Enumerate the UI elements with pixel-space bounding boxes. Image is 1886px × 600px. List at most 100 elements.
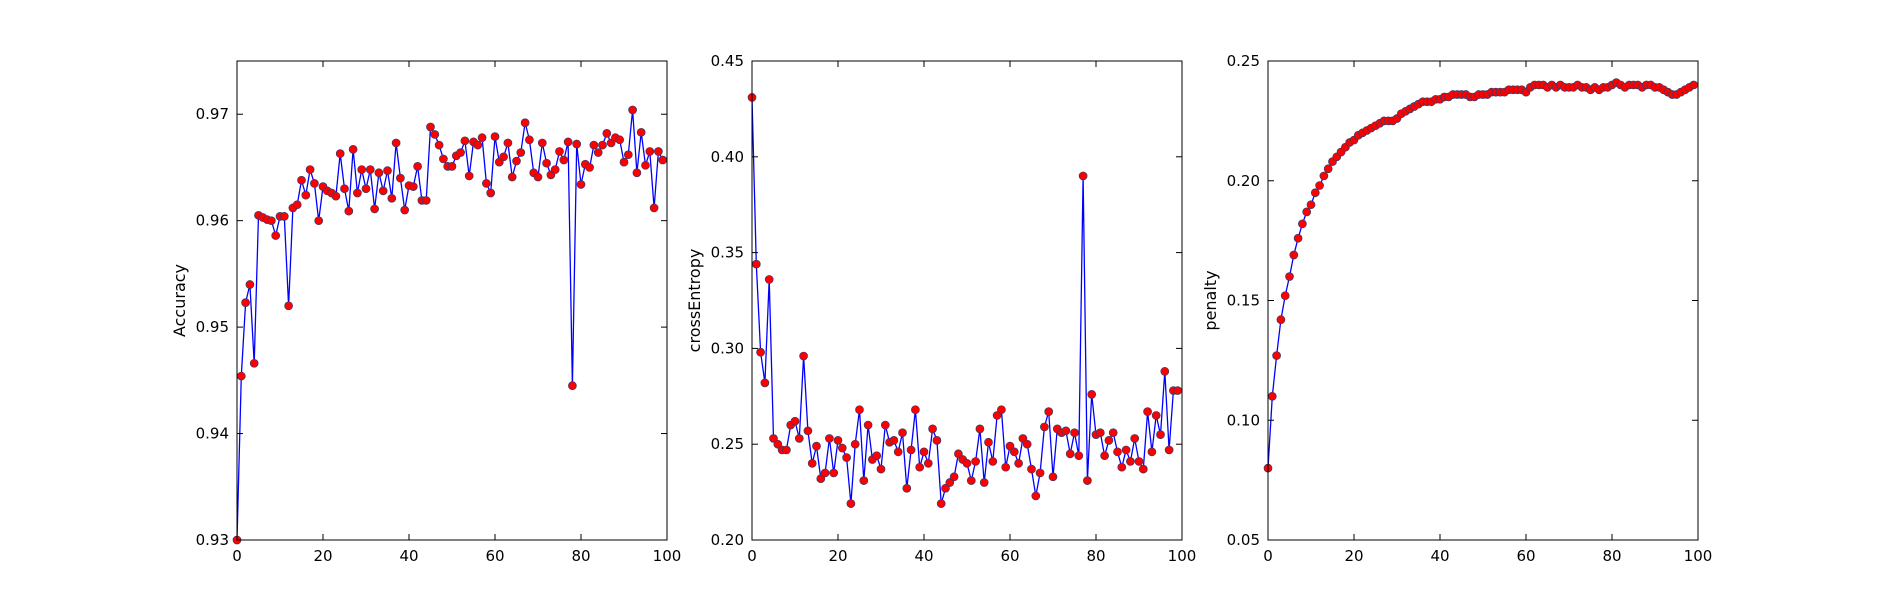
data-point	[353, 188, 362, 198]
x-tick-label: 40	[1430, 547, 1449, 565]
data-point	[1061, 426, 1071, 436]
x-tick-label: 40	[399, 547, 418, 565]
data-point	[305, 165, 315, 174]
data-point	[533, 172, 543, 182]
data-point	[751, 259, 761, 269]
x-tick-label: 20	[1344, 547, 1363, 565]
data-point	[408, 182, 418, 191]
data-point	[1031, 491, 1041, 501]
data-point	[378, 186, 388, 196]
data-point	[932, 436, 942, 445]
data-point	[799, 351, 808, 361]
x-tick-label: 100	[1168, 547, 1197, 565]
data-point	[292, 200, 302, 210]
y-tick-label: 0.25	[1227, 52, 1260, 70]
data-point	[460, 136, 470, 146]
data-point	[396, 173, 405, 183]
x-tick-label: 80	[571, 547, 590, 565]
data-point	[477, 133, 487, 142]
data-point	[966, 476, 976, 485]
data-point	[1302, 207, 1312, 217]
data-point	[645, 147, 655, 156]
x-tick-label: 0	[747, 547, 757, 565]
data-point	[825, 434, 834, 443]
data-point	[1001, 462, 1011, 472]
x-tick-label: 20	[313, 547, 332, 565]
data-point	[434, 140, 444, 150]
data-point	[1065, 449, 1075, 459]
data-point	[241, 298, 250, 307]
data-point	[833, 436, 843, 445]
data-point	[949, 472, 959, 482]
data-point	[876, 464, 886, 474]
data-point	[585, 163, 594, 172]
data-point	[271, 231, 281, 240]
data-point	[1044, 407, 1054, 416]
data-point	[344, 206, 354, 216]
axes-frame	[236, 60, 668, 541]
data-point	[245, 280, 255, 289]
data-point	[1267, 391, 1277, 401]
data-point	[1070, 428, 1079, 438]
chart-2: 0 20 40 60 80 100 0.20 0.25 0.30 0.35 0.40 0.45 cros…	[685, 52, 1196, 565]
data-point	[1276, 315, 1286, 325]
data-point	[598, 140, 607, 150]
data-point	[421, 196, 431, 205]
data-point	[1306, 200, 1316, 210]
data-point	[829, 468, 839, 478]
data-point	[764, 275, 774, 284]
data-point	[1104, 436, 1114, 445]
data-point	[387, 193, 397, 203]
data-point	[816, 474, 826, 484]
x-tick-label: 60	[485, 547, 504, 565]
data-point	[357, 165, 367, 174]
chart-3: 0 20 40 60 80 100 0.05 0.10 0.15 0.20 0.25 penalty	[1201, 52, 1712, 565]
data-point	[628, 105, 637, 115]
y-tick-label: 0.93	[196, 531, 229, 549]
x-tick-label: 80	[1602, 547, 1621, 565]
data-point	[615, 135, 625, 145]
data-point	[1087, 390, 1097, 399]
data-point	[623, 150, 633, 160]
data-point	[542, 158, 551, 168]
y-tick-label: 0.20	[711, 531, 744, 549]
data-point	[503, 138, 513, 148]
data-point	[236, 371, 246, 381]
data-point	[880, 420, 890, 430]
data-point	[988, 457, 998, 466]
data-point	[928, 424, 937, 434]
data-point	[473, 140, 483, 150]
data-point	[1298, 219, 1307, 229]
data-point	[1315, 181, 1324, 190]
data-point	[782, 445, 791, 455]
y-tick-label: 0.15	[1227, 292, 1260, 310]
data-point	[1285, 272, 1294, 281]
data-point	[507, 172, 517, 182]
data-point	[760, 378, 770, 388]
data-point	[279, 212, 289, 221]
data-point	[602, 129, 612, 138]
data-point	[898, 428, 907, 438]
data-point	[340, 184, 349, 194]
data-point	[654, 147, 663, 156]
data-point	[803, 426, 813, 436]
data-point	[962, 459, 972, 468]
data-point	[572, 139, 582, 149]
data-point	[1289, 250, 1299, 260]
data-point	[850, 439, 860, 449]
data-point	[1293, 233, 1303, 243]
y-tick-label: 0.95	[196, 318, 229, 336]
y-axis-label: Accuracy	[170, 264, 189, 337]
data-point	[636, 127, 646, 137]
data-point	[456, 148, 465, 157]
data-point	[482, 179, 491, 188]
data-point	[954, 449, 963, 459]
data-point	[906, 445, 916, 455]
y-tick-label: 0.40	[711, 148, 744, 166]
data-point	[1143, 407, 1152, 416]
data-point	[941, 483, 950, 493]
data-point	[1014, 459, 1023, 468]
data-point	[619, 157, 629, 167]
data-point	[1280, 291, 1290, 301]
